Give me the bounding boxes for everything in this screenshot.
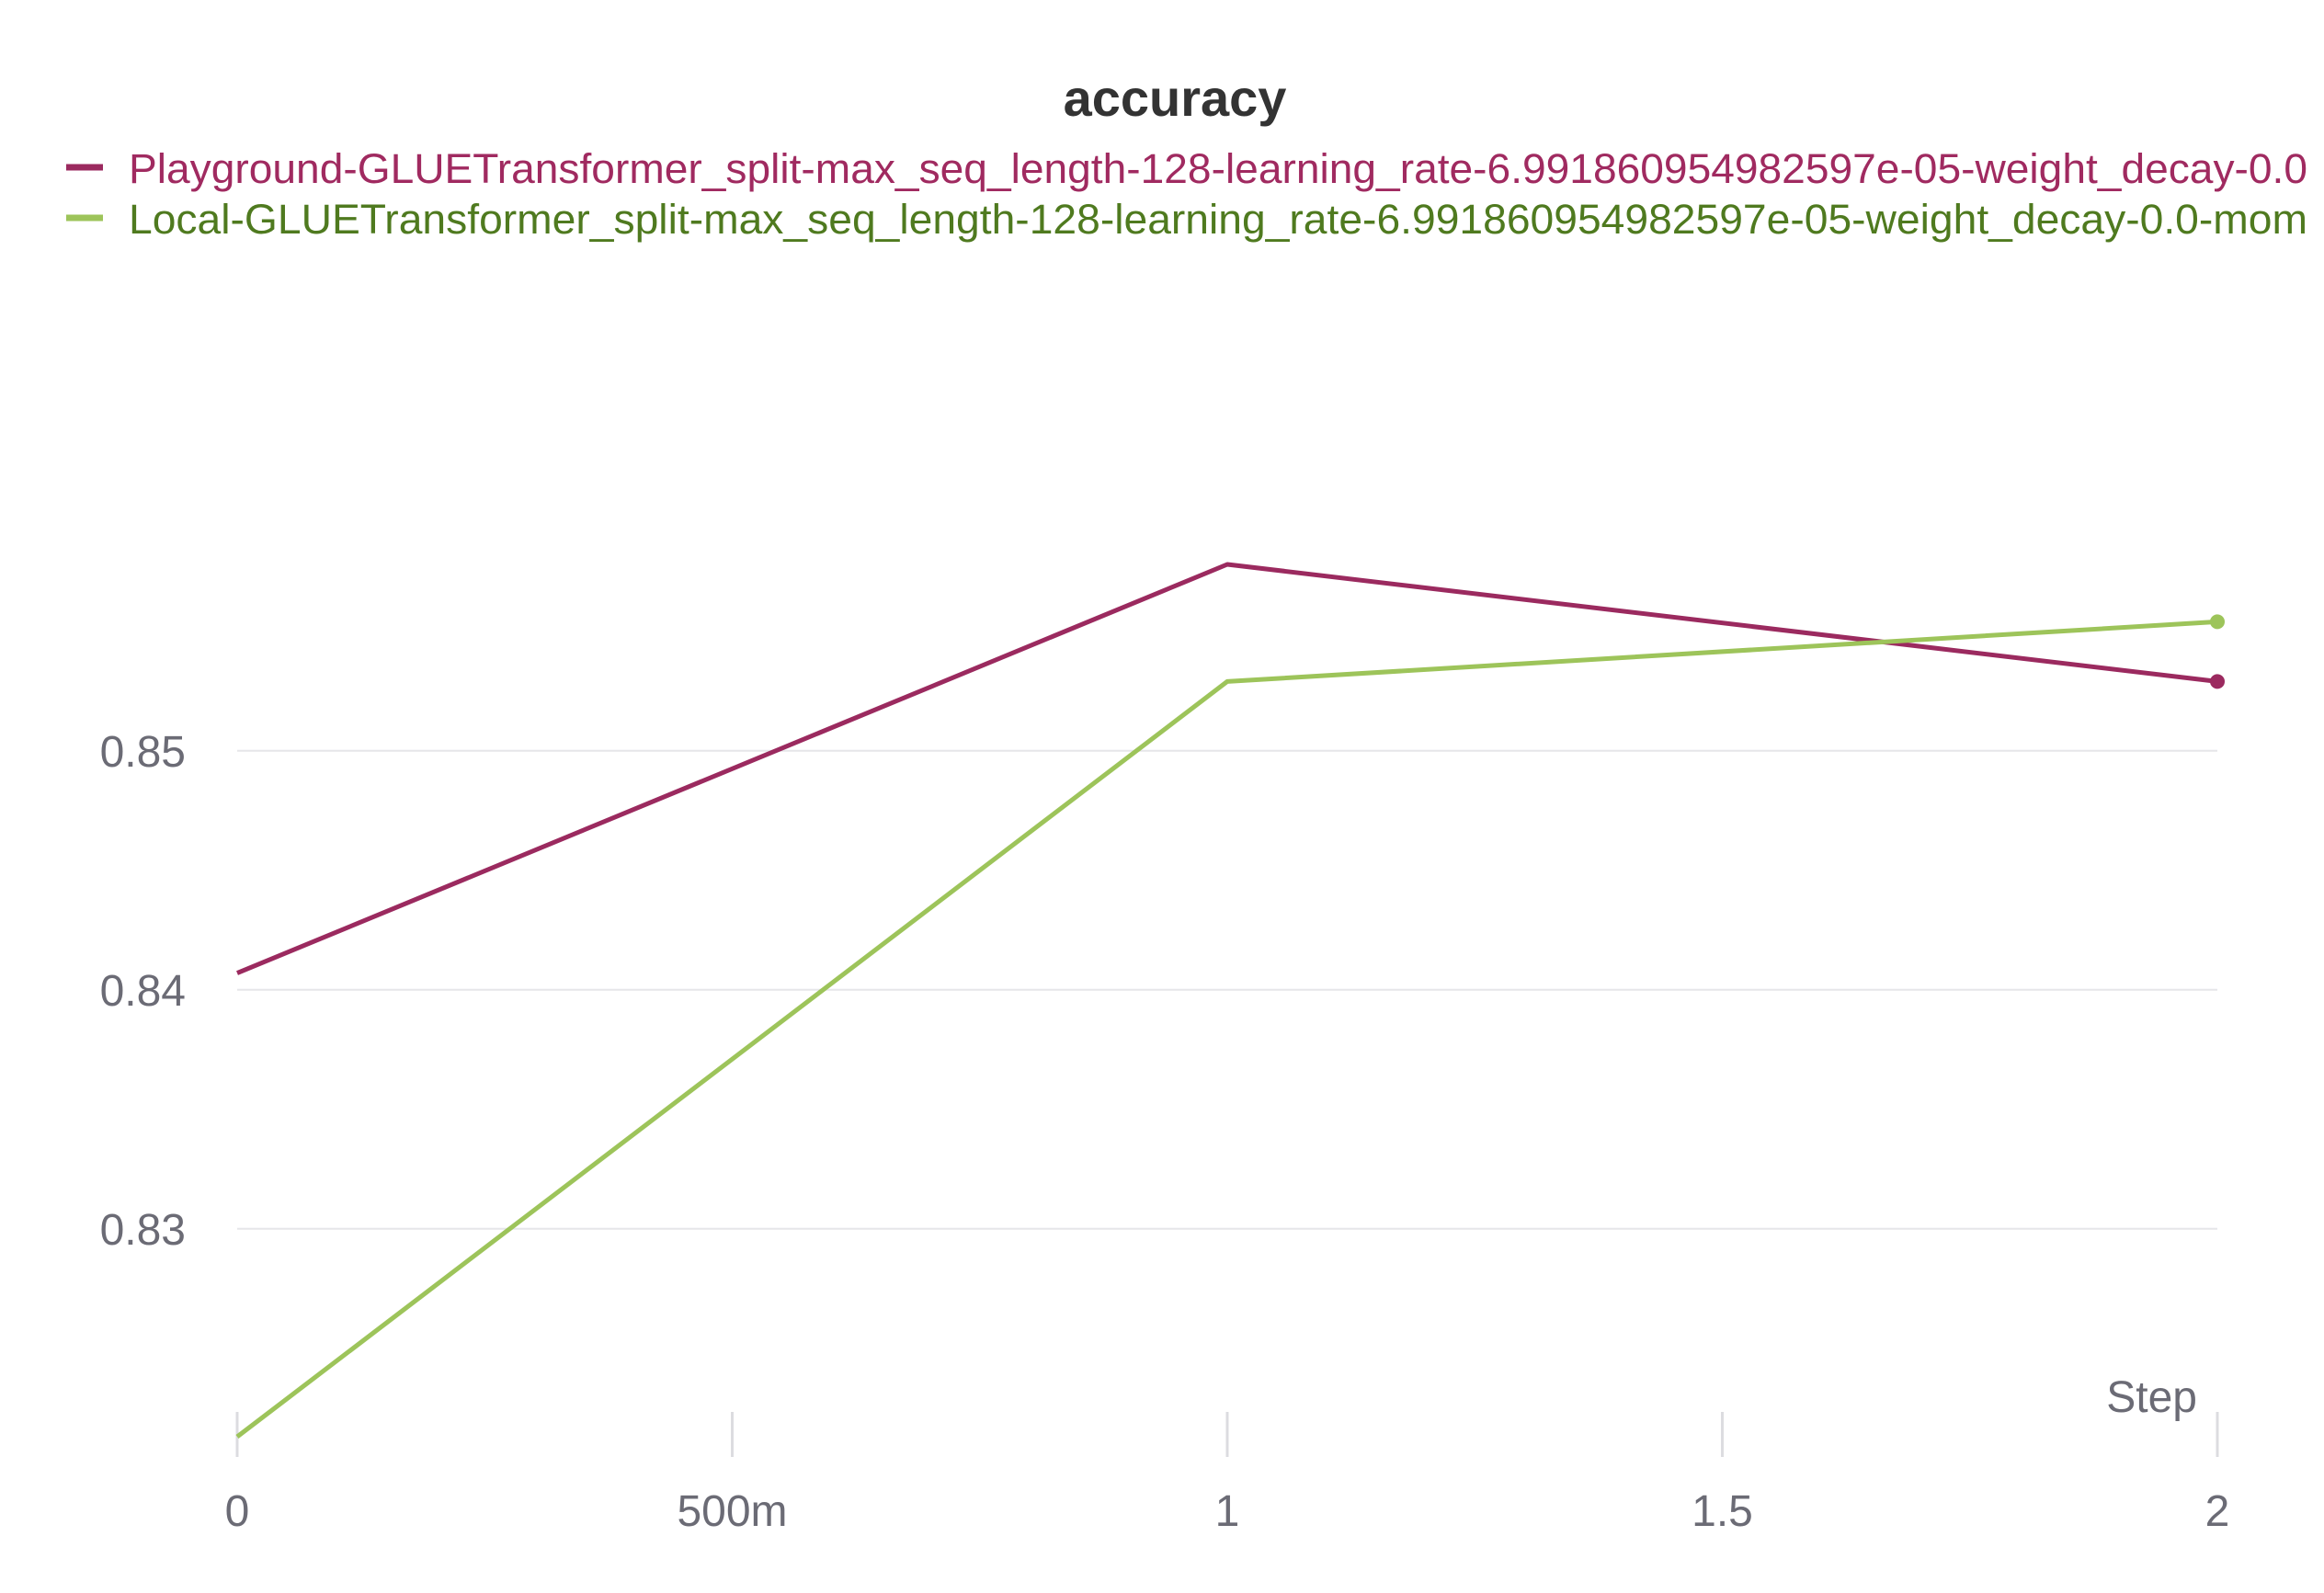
y-axis: 0.83 0.84 0.85: [100, 728, 186, 1255]
legend-label-0: Playground-GLUETransformer_split-max_seq…: [129, 145, 2307, 192]
x-tick-label-0: 0: [225, 1487, 250, 1536]
series-line-0: [237, 564, 2217, 973]
series-0-point-2: [2210, 674, 2225, 688]
legend: Playground-GLUETransformer_split-max_seq…: [66, 145, 2307, 243]
series-layer: [237, 564, 2225, 1437]
x-tick-label-2: 1: [1215, 1487, 1240, 1536]
x-axis: 0 500m 1 1.5 2: [225, 1412, 2230, 1536]
y-tick-label-1: 0.84: [100, 967, 186, 1016]
x-tick-label-3: 1.5: [1692, 1487, 1753, 1536]
x-axis-label: Step: [2106, 1373, 2197, 1422]
y-tick-label-2: 0.85: [100, 728, 186, 777]
series-line-1: [237, 621, 2217, 1437]
x-tick-label-1: 500m: [677, 1487, 787, 1536]
series-1-point-2: [2210, 614, 2225, 629]
x-tick-label-4: 2: [2205, 1487, 2230, 1536]
grid: [237, 751, 2217, 1229]
legend-label-1: Local-GLUETransformer_split-max_seq_leng…: [129, 196, 2307, 243]
y-tick-label-0: 0.83: [100, 1206, 186, 1255]
chart-title: accuracy: [1064, 69, 1287, 127]
